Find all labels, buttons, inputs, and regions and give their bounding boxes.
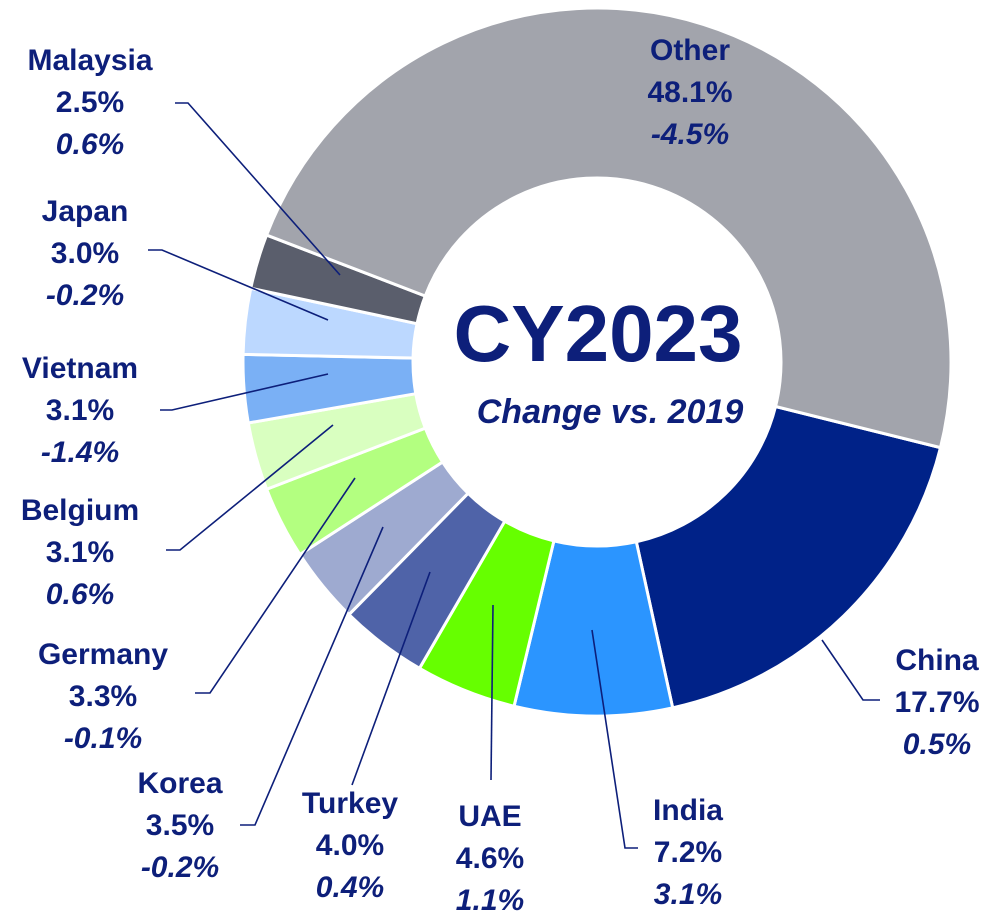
leader-line xyxy=(195,477,356,694)
slice-change: -4.5% xyxy=(651,118,729,151)
slice-value: 7.2% xyxy=(654,836,722,869)
leader-line xyxy=(148,249,329,321)
leader-line xyxy=(166,424,334,551)
slice-change: 0.6% xyxy=(46,578,114,611)
slice-change: 0.6% xyxy=(56,128,124,161)
leader-line xyxy=(351,571,431,786)
slice-label: Malaysia xyxy=(27,44,152,77)
slice-change: 0.4% xyxy=(316,871,384,904)
slice-label: Other xyxy=(650,34,730,67)
slice-label: India xyxy=(653,794,723,827)
slice-label: China xyxy=(895,644,979,677)
slice-value: 3.5% xyxy=(146,809,214,842)
slice-label: Turkey xyxy=(302,787,398,820)
slice-value: 48.1% xyxy=(647,76,732,109)
slice-change: -0.2% xyxy=(141,851,219,884)
donut-slice xyxy=(634,404,943,710)
slice-change: 0.5% xyxy=(903,728,971,761)
slice-change: -0.2% xyxy=(46,279,124,312)
slice-change: -0.1% xyxy=(64,722,142,755)
slice-change: -1.4% xyxy=(41,436,119,469)
leader-line xyxy=(175,102,341,276)
slice-label: Germany xyxy=(38,638,168,671)
slice-label: UAE xyxy=(458,800,521,833)
leader-line xyxy=(591,629,638,849)
slice-label: Korea xyxy=(137,767,222,800)
slice-label: Belgium xyxy=(21,494,139,527)
slice-label: Vietnam xyxy=(22,352,138,385)
slice-value: 4.0% xyxy=(316,829,384,862)
slice-value: 3.1% xyxy=(46,536,114,569)
donut xyxy=(241,6,953,718)
leader-line xyxy=(821,639,880,701)
slice-change: 1.1% xyxy=(456,884,524,915)
slice-value: 3.1% xyxy=(46,394,114,427)
slice-label: Japan xyxy=(42,195,129,228)
slice-value: 3.3% xyxy=(69,680,137,713)
chart-subtitle: Change vs. 2019 xyxy=(477,393,744,431)
chart-title: CY2023 xyxy=(453,289,742,378)
leader-line xyxy=(160,373,329,411)
leader-line xyxy=(240,526,384,826)
slice-value: 4.6% xyxy=(456,842,524,875)
slice-value: 2.5% xyxy=(56,86,124,119)
donut-slice xyxy=(264,6,953,450)
slice-value: 3.0% xyxy=(51,237,119,270)
slice-value: 17.7% xyxy=(894,686,979,719)
slice-change: 3.1% xyxy=(654,878,722,911)
leader-line xyxy=(490,604,494,781)
